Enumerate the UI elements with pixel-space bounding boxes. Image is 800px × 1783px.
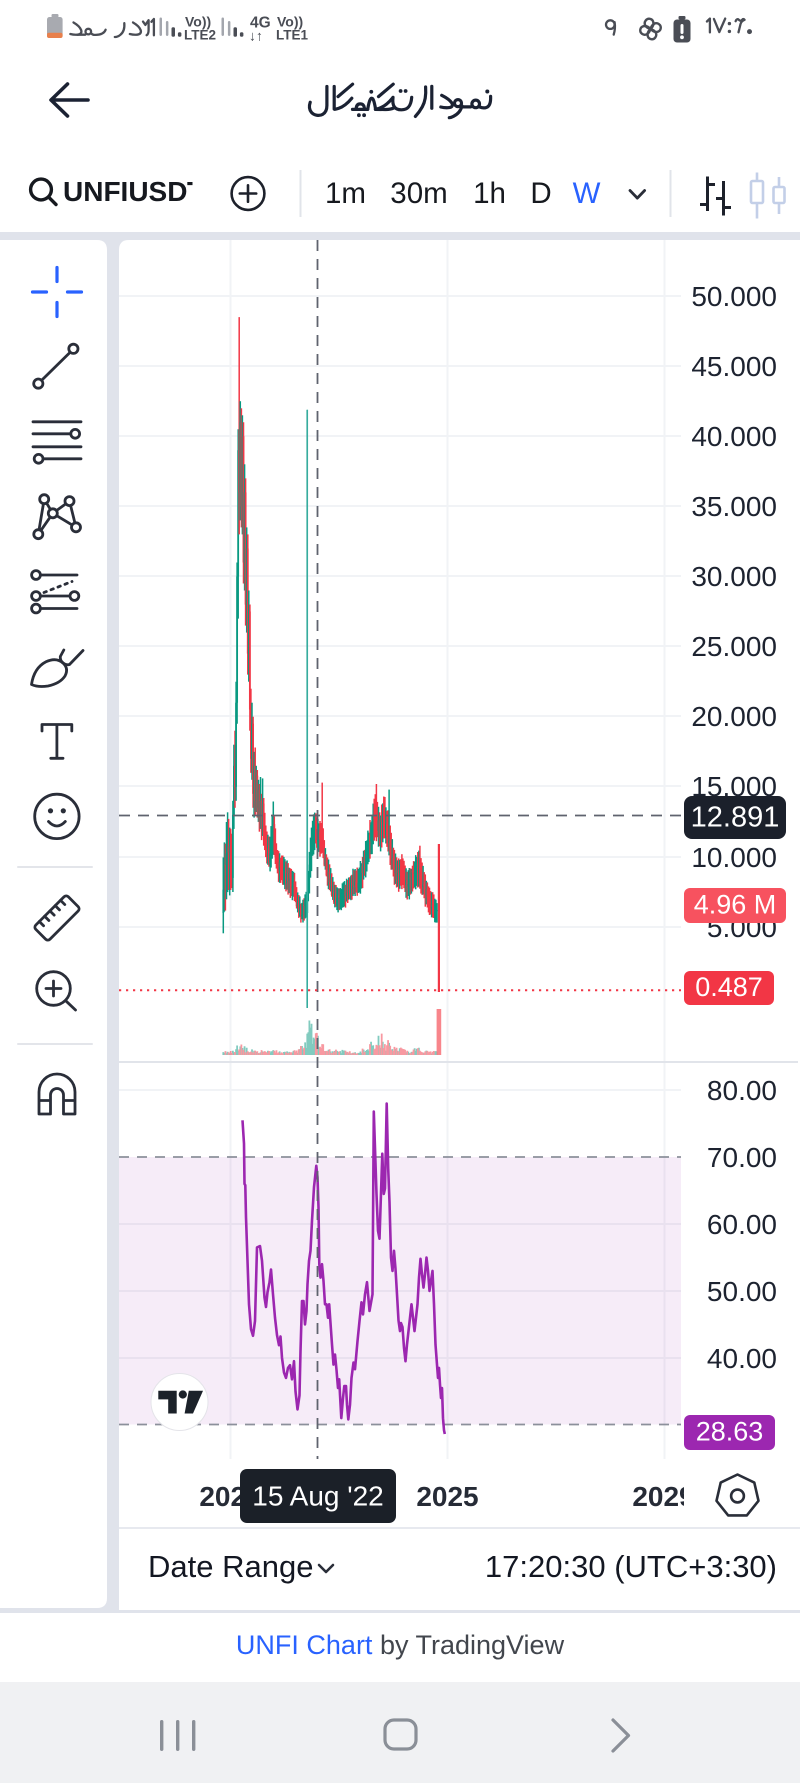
svg-text:28.63: 28.63 bbox=[696, 1417, 764, 1447]
svg-text:2025: 2025 bbox=[416, 1481, 478, 1512]
svg-text:4G: 4G bbox=[250, 15, 271, 32]
svg-text:12.891: 12.891 bbox=[691, 802, 780, 834]
svg-text:0.487: 0.487 bbox=[695, 972, 763, 1002]
svg-text:25.000: 25.000 bbox=[691, 631, 777, 662]
svg-text:15 Aug '22: 15 Aug '22 bbox=[252, 1481, 383, 1512]
svg-text:30.000: 30.000 bbox=[691, 561, 777, 592]
svg-text:W: W bbox=[573, 177, 601, 210]
svg-text:UNFIUSD: UNFIUSD bbox=[63, 176, 187, 207]
svg-text:60.00: 60.00 bbox=[707, 1209, 777, 1240]
svg-text:20.000: 20.000 bbox=[691, 701, 777, 732]
svg-text:40.000: 40.000 bbox=[691, 421, 777, 452]
svg-text:Vo)): Vo)) bbox=[277, 14, 303, 30]
svg-text:45.000: 45.000 bbox=[691, 351, 777, 382]
svg-text:LTE1: LTE1 bbox=[276, 28, 308, 43]
svg-text:35.000: 35.000 bbox=[691, 491, 777, 522]
svg-text:50.000: 50.000 bbox=[691, 281, 777, 312]
svg-text:Vo)): Vo)) bbox=[185, 14, 211, 30]
svg-text:50.00: 50.00 bbox=[707, 1276, 777, 1307]
svg-text:1h: 1h bbox=[473, 177, 506, 210]
svg-text:D: D bbox=[530, 177, 551, 210]
svg-text:30m: 30m bbox=[390, 177, 447, 210]
svg-text:↓↑: ↓↑ bbox=[249, 28, 263, 44]
svg-text:4.96 M: 4.96 M bbox=[694, 890, 777, 920]
svg-text:80.00: 80.00 bbox=[707, 1075, 777, 1106]
svg-text:10.000: 10.000 bbox=[691, 842, 777, 873]
svg-text:40.00: 40.00 bbox=[707, 1343, 777, 1374]
svg-text:LTE2: LTE2 bbox=[184, 28, 216, 43]
svg-text:70.00: 70.00 bbox=[707, 1142, 777, 1173]
svg-text:1m: 1m bbox=[325, 177, 366, 210]
